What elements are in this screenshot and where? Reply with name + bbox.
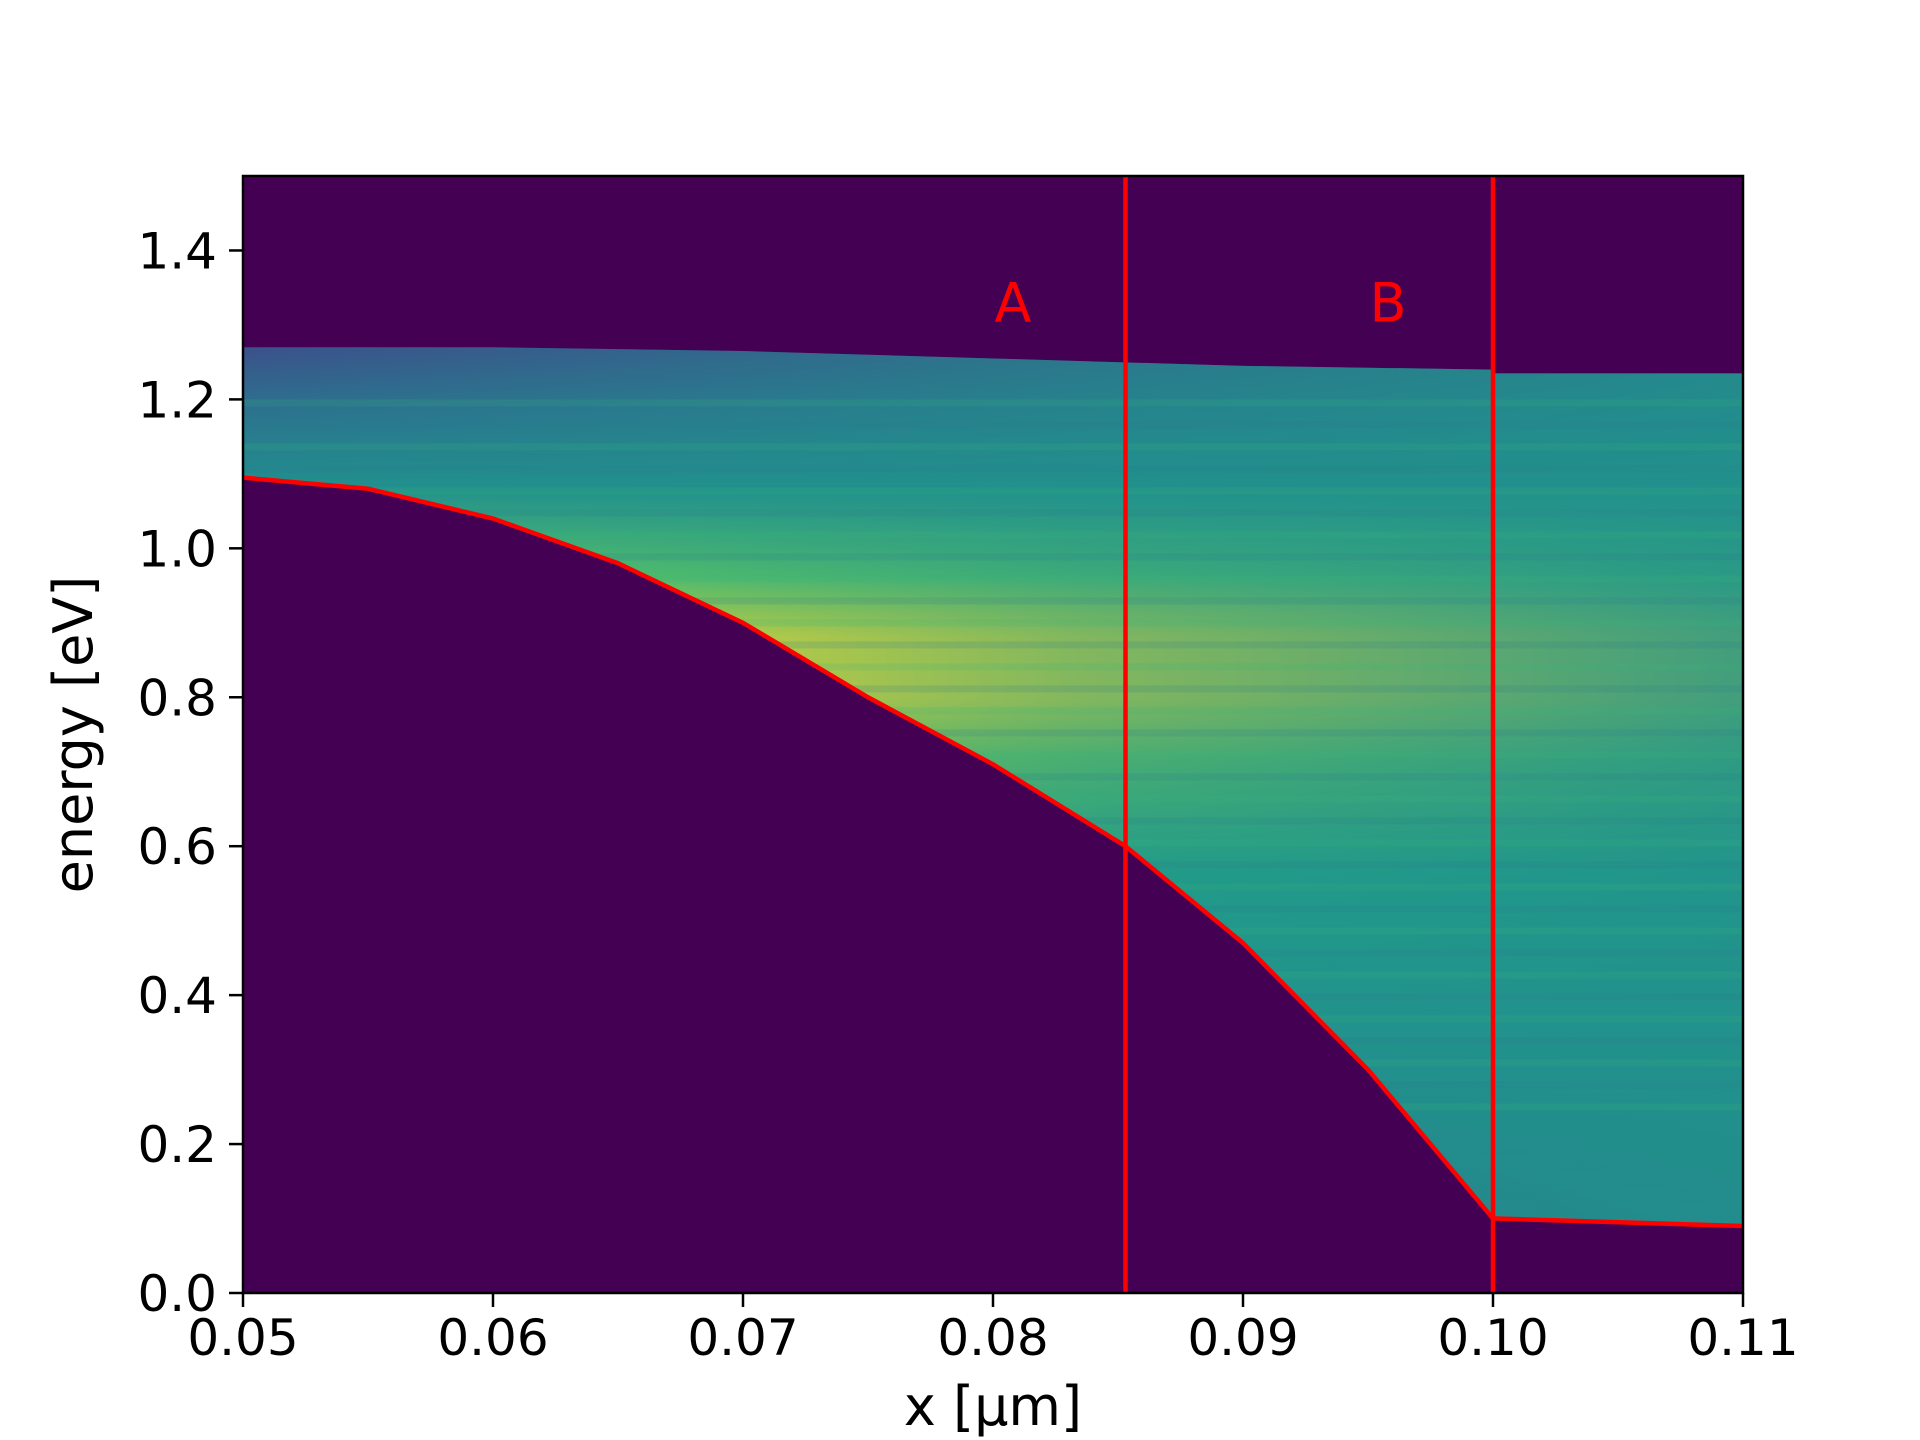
intensity-stripe: [243, 575, 1743, 583]
region-label: B: [1369, 272, 1406, 335]
x-axis-label: x [µm]: [904, 1375, 1082, 1438]
x-tick-label: 0.11: [1687, 1309, 1798, 1367]
intensity-stripe: [243, 751, 1743, 759]
y-axis-label: energy [eV]: [42, 576, 105, 894]
heatmap-band-fade: [243, 347, 1743, 1226]
y-tick-label: 1.0: [137, 520, 217, 578]
region-boundaries: [1123, 176, 1496, 1293]
x-tick-label: 0.07: [687, 1309, 798, 1367]
intensity-stripe: [243, 399, 1743, 407]
intensity-stripe: [243, 619, 1743, 627]
y-tick-label: 1.4: [137, 222, 217, 280]
y-tick-label: 0.0: [137, 1265, 217, 1323]
intensity-stripe: [243, 641, 1743, 649]
x-tick-label: 0.05: [187, 1309, 298, 1367]
x-axis-ticks: 0.05 0.06 0.07 0.08 0.09 0.10 0.11: [187, 1293, 1799, 1367]
intensity-stripe: [243, 729, 1743, 737]
x-tick-label: 0.09: [1187, 1309, 1298, 1367]
intensity-stripe: [243, 531, 1743, 539]
y-axis-ticks: 0.0 0.2 0.4 0.6 0.8 1.0 1.2 1.4: [137, 222, 243, 1323]
intensity-stripe: [243, 685, 1743, 693]
x-tick-label: 0.06: [437, 1309, 548, 1367]
intensity-stripe: [243, 487, 1743, 495]
intensity-stripe: [243, 443, 1743, 451]
y-tick-label: 1.2: [137, 371, 217, 429]
region-label: A: [995, 272, 1032, 335]
y-tick-label: 0.2: [137, 1116, 217, 1174]
intensity-stripe: [243, 465, 1743, 473]
intensity-stripe: [243, 421, 1743, 429]
y-tick-label: 0.8: [137, 669, 217, 727]
y-tick-label: 0.6: [137, 818, 217, 876]
intensity-stripe: [243, 553, 1743, 561]
intensity-stripe: [243, 707, 1743, 715]
plot-area: [243, 176, 1743, 1293]
x-tick-label: 0.08: [937, 1309, 1048, 1367]
intensity-stripe: [243, 597, 1743, 605]
y-tick-label: 0.4: [137, 967, 217, 1025]
intensity-stripe: [243, 509, 1743, 517]
x-tick-label: 0.10: [1437, 1309, 1548, 1367]
intensity-stripe: [243, 663, 1743, 671]
